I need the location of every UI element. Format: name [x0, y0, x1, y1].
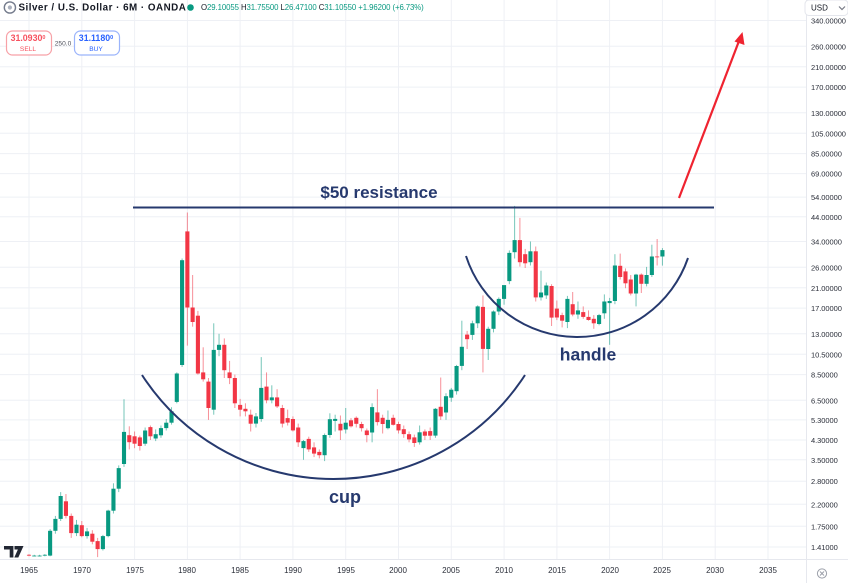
svg-text:6.50000: 6.50000	[811, 396, 838, 405]
svg-text:5.30000: 5.30000	[811, 416, 838, 425]
svg-text:170.00000: 170.00000	[811, 83, 846, 92]
svg-text:2025: 2025	[653, 566, 671, 575]
svg-text:1980: 1980	[178, 566, 196, 575]
svg-text:250.0: 250.0	[55, 41, 72, 48]
svg-text:2005: 2005	[442, 566, 460, 575]
svg-text:Silver / U.S. Dollar · 6M · OA: Silver / U.S. Dollar · 6M · OANDA	[19, 3, 187, 14]
svg-text:130.00000: 130.00000	[811, 109, 846, 118]
svg-text:31.11800: 31.11800	[79, 33, 113, 43]
svg-text:2015: 2015	[548, 566, 566, 575]
svg-text:1975: 1975	[126, 566, 144, 575]
svg-text:10.50000: 10.50000	[811, 350, 842, 359]
svg-text:2000: 2000	[389, 566, 407, 575]
svg-text:1990: 1990	[284, 566, 302, 575]
svg-text:4.30000: 4.30000	[811, 436, 838, 445]
svg-text:8.50000: 8.50000	[811, 371, 838, 380]
svg-text:2020: 2020	[601, 566, 619, 575]
svg-text:31.09300: 31.09300	[11, 33, 46, 43]
svg-text:1965: 1965	[20, 566, 38, 575]
svg-text:17.00000: 17.00000	[811, 304, 842, 313]
svg-text:1985: 1985	[231, 566, 249, 575]
svg-text:2035: 2035	[759, 566, 777, 575]
svg-text:54.00000: 54.00000	[811, 193, 842, 202]
svg-text:85.00000: 85.00000	[811, 150, 842, 159]
svg-text:340.00000: 340.00000	[811, 17, 846, 26]
svg-text:1970: 1970	[73, 566, 91, 575]
svg-text:34.00000: 34.00000	[811, 238, 842, 247]
svg-text:SELL: SELL	[20, 46, 36, 53]
svg-text:BUY: BUY	[89, 46, 103, 53]
svg-text:21.00000: 21.00000	[811, 284, 842, 293]
svg-text:2.20000: 2.20000	[811, 500, 838, 509]
svg-text:1.41000: 1.41000	[811, 543, 838, 552]
svg-text:210.00000: 210.00000	[811, 63, 846, 72]
svg-text:cup: cup	[329, 487, 361, 507]
svg-text:13.00000: 13.00000	[811, 330, 842, 339]
svg-text:O29.10055 H31.75500 L26.47100: O29.10055 H31.75500 L26.47100 C31.10550 …	[201, 3, 424, 12]
svg-text:USD: USD	[811, 4, 828, 13]
svg-text:$50 resistance: $50 resistance	[320, 183, 437, 202]
svg-text:260.00000: 260.00000	[811, 42, 846, 51]
svg-text:44.00000: 44.00000	[811, 213, 842, 222]
svg-text:1995: 1995	[337, 566, 355, 575]
svg-text:26.00000: 26.00000	[811, 263, 842, 272]
svg-text:1.75000: 1.75000	[811, 522, 838, 531]
svg-text:105.00000: 105.00000	[811, 129, 846, 138]
svg-text:handle: handle	[560, 345, 617, 365]
svg-text:69.00000: 69.00000	[811, 170, 842, 179]
svg-text:2010: 2010	[495, 566, 513, 575]
svg-text:3.50000: 3.50000	[811, 456, 838, 465]
svg-text:2.80000: 2.80000	[811, 477, 838, 486]
svg-text:2030: 2030	[706, 566, 724, 575]
